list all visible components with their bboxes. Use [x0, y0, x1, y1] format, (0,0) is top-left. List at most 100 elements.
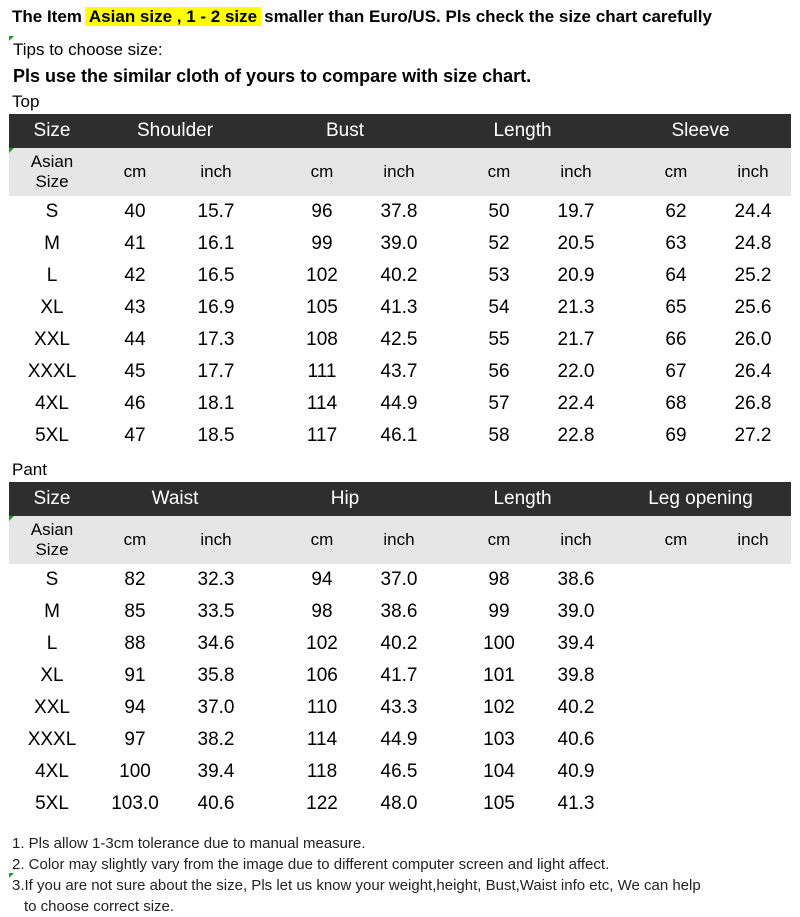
measurement-cell: 25.6: [734, 296, 772, 318]
measurement-cell: 94: [124, 696, 146, 718]
measurement-cell: 101: [483, 664, 515, 686]
measurement-cell: 55: [488, 328, 510, 350]
table-row: XXL 44 17.3 108 42.5 55 21.7 66 26.0: [9, 324, 791, 356]
size-cell: 5XL: [35, 792, 69, 814]
measurement-cell: 63: [665, 232, 687, 254]
table-row: XXXL 97 38.2 114 44.9 103 40.6: [9, 724, 791, 756]
measurement-cell: 40: [124, 200, 146, 222]
measurement-cell: 39.8: [557, 664, 595, 686]
unit-header: cm: [310, 529, 334, 549]
measurement-cell: 99: [311, 232, 333, 254]
measurement-cell: 105: [306, 296, 338, 318]
measurement-cell: [636, 660, 716, 692]
unit-header: cm: [123, 161, 147, 181]
measurement-cell: 122: [306, 792, 338, 814]
table-row: 5XL 103.0 40.6 122 48.0 105 41.3: [9, 788, 791, 820]
size-cell: M: [44, 600, 60, 622]
unit-header: inch: [737, 161, 769, 181]
unit-header-row: Asian Size cm inch cm inch cm inch cm inch: [9, 148, 791, 196]
measurement-cell: 17.3: [197, 328, 235, 350]
group-header-row: Size Shoulder Bust Length Sleeve: [9, 114, 791, 148]
measurement-cell: 20.9: [557, 264, 595, 286]
size-cell: XXXL: [27, 728, 77, 750]
measurement-cell: 53: [488, 264, 510, 286]
measurement-cell: 44.9: [380, 728, 418, 750]
measurement-cell: 52: [488, 232, 510, 254]
measurement-cell: 25.2: [734, 264, 772, 286]
measurement-cell: 40.9: [557, 760, 595, 782]
measurement-cell: 27.2: [734, 424, 772, 446]
size-notice: The Item Asian size , 1 - 2 size smaller t…: [12, 6, 712, 28]
measurement-cell: 44: [124, 328, 146, 350]
table-row: XXXL 45 17.7 111 43.7 56 22.0 67 26.4: [9, 356, 791, 388]
measurement-cell: 43.3: [380, 696, 418, 718]
measurement-cell: 46.1: [380, 424, 418, 446]
measurement-cell: 114: [306, 728, 338, 750]
column-group-header: Waist: [151, 487, 199, 509]
size-cell: XXL: [34, 328, 70, 350]
measurement-cell: 32.3: [197, 568, 235, 590]
measurement-cell: 22.8: [557, 424, 595, 446]
asian-size-highlight: Asian size , 1 - 2 size: [84, 7, 262, 26]
measurement-cell: 19.7: [557, 200, 595, 222]
measurement-cell: 41.7: [380, 664, 418, 686]
measurement-cell: 82: [124, 568, 146, 590]
top-size-table: Size Shoulder Bust Length Sleeve Asian Size cm…: [9, 114, 791, 452]
table-row: S 82 32.3 94 37.0 98 38.6: [9, 564, 791, 596]
column-group-header: Leg opening: [648, 487, 753, 509]
measurement-cell: 103.0: [111, 792, 159, 814]
measurement-cell: 18.5: [197, 424, 235, 446]
unit-header: cm: [487, 529, 511, 549]
measurement-cell: 103: [483, 728, 515, 750]
comment-marker-icon: [9, 516, 14, 521]
unit-header: cm: [310, 161, 334, 181]
measurement-cell: 110: [306, 696, 338, 718]
measurement-cell: [636, 596, 716, 628]
measurement-cell: 46: [124, 392, 146, 414]
measurement-cell: 114: [306, 392, 338, 414]
measurement-cell: 16.1: [197, 232, 235, 254]
measurement-cell: 91: [124, 664, 146, 686]
column-group-header: Length: [493, 487, 552, 509]
measurement-cell: 106: [306, 664, 338, 686]
measurement-cell: 104: [483, 760, 515, 782]
measurement-cell: 62: [665, 200, 687, 222]
measurement-cell: 100: [119, 760, 151, 782]
unit-header: cm: [664, 161, 688, 181]
measurement-cell: 37.0: [380, 568, 418, 590]
measurement-cell: [713, 724, 793, 756]
column-group-header: Hip: [330, 487, 360, 509]
measurement-cell: 33.5: [197, 600, 235, 622]
measurement-cell: 50: [488, 200, 510, 222]
measurement-cell: 18.1: [197, 392, 235, 414]
measurement-cell: 45: [124, 360, 146, 382]
table-row: 4XL 100 39.4 118 46.5 104 40.9: [9, 756, 791, 788]
measurement-cell: 46.5: [380, 760, 418, 782]
size-cell: M: [44, 232, 60, 254]
measurement-cell: 34.6: [197, 632, 235, 654]
measurement-cell: 38.6: [557, 568, 595, 590]
measurement-cell: 40.6: [197, 792, 235, 814]
size-cell: 4XL: [35, 760, 69, 782]
size-cell: 5XL: [35, 424, 69, 446]
unit-header: inch: [560, 529, 592, 549]
measurement-cell: 96: [311, 200, 333, 222]
unit-header: inch: [200, 529, 232, 549]
measurement-cell: [636, 788, 716, 820]
measurement-cell: 98: [488, 568, 510, 590]
measurement-cell: [636, 628, 716, 660]
table-row: M 85 33.5 98 38.6 99 39.0: [9, 596, 791, 628]
measurement-cell: 97: [124, 728, 146, 750]
measurement-cell: 38.2: [197, 728, 235, 750]
measurement-cell: [713, 788, 793, 820]
measurement-cell: 118: [306, 760, 338, 782]
measurement-cell: 58: [488, 424, 510, 446]
measurement-cell: 54: [488, 296, 510, 318]
unit-header: inch: [383, 529, 415, 549]
measurement-cell: [713, 596, 793, 628]
unit-header: cm: [664, 529, 688, 549]
column-group-header: Shoulder: [136, 119, 214, 141]
notes-list: 1. Pls allow 1-3cm tolerance due to manu…: [12, 833, 701, 917]
comment-marker-icon: [9, 873, 14, 878]
measurement-cell: 26.0: [734, 328, 772, 350]
